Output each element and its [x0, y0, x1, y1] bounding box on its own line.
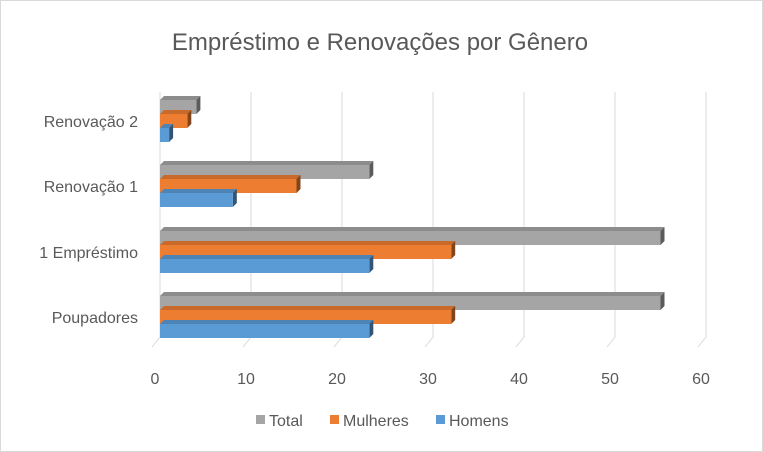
x-tick-label: 40: [510, 371, 528, 388]
x-tick-labels: 0 10 20 30 40 50 60: [151, 371, 710, 388]
bars: [160, 96, 665, 338]
category-labels: Poupadores 1 Empréstimo Renovação 1 Renovaç…: [39, 114, 138, 327]
legend: Total Mulheres Homens: [256, 413, 509, 430]
category-label-renovacao-2: Renovação 2: [44, 114, 138, 131]
x-tick-label: 0: [151, 371, 160, 388]
gridline: [151, 92, 161, 348]
legend-item-total: Total: [256, 413, 303, 430]
legend-swatch: [436, 415, 445, 424]
category-label-renovacao-1: Renovação 1: [44, 179, 138, 196]
x-tick-label: 20: [328, 371, 346, 388]
gridline: [424, 92, 434, 348]
legend-item-mulheres: Mulheres: [330, 413, 409, 430]
x-tick-label: 10: [237, 371, 255, 388]
x-tick-label: 60: [692, 371, 710, 388]
legend-label: Homens: [449, 413, 509, 430]
legend-swatch: [330, 415, 339, 424]
gridline: [515, 92, 525, 348]
bar-homens-poupadores: [160, 320, 374, 338]
category-label-1-emprestimo: 1 Empréstimo: [39, 245, 138, 262]
x-tick-label: 30: [419, 371, 437, 388]
bar-homens-1-emprestimo: [160, 255, 374, 273]
gridline: [606, 92, 616, 348]
legend-swatch: [256, 415, 265, 424]
category-label-poupadores: Poupadores: [52, 310, 138, 327]
legend-label: Total: [269, 413, 303, 430]
legend-label: Mulheres: [343, 413, 409, 430]
bar-homens-renovacao-1: [160, 189, 237, 207]
gridline: [697, 92, 707, 348]
legend-item-homens: Homens: [436, 413, 509, 430]
chart-title: Empréstimo e Renovações por Gênero: [172, 29, 588, 56]
bar-homens-renovacao-2: [160, 124, 174, 142]
x-tick-label: 50: [601, 371, 619, 388]
